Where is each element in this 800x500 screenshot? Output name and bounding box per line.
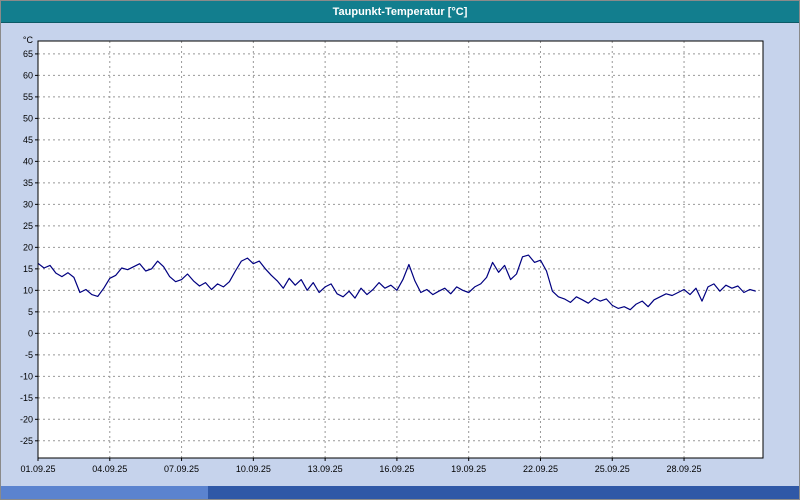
y-tick-label: 55 (23, 92, 33, 102)
x-tick-label: 04.09.25 (92, 464, 127, 474)
x-tick-label: 01.09.25 (20, 464, 55, 474)
x-tick-label: 22.09.25 (523, 464, 558, 474)
x-tick-label: 10.09.25 (236, 464, 271, 474)
x-tick-label: 07.09.25 (164, 464, 199, 474)
x-tick-label: 13.09.25 (308, 464, 343, 474)
x-tick-label: 19.09.25 (451, 464, 486, 474)
dewpoint-line-chart: 65605550454035302520151050-5-10-15-20-25… (20, 35, 764, 474)
y-tick-label: 50 (23, 113, 33, 123)
y-tick-label: -15 (20, 393, 33, 403)
y-tick-label: -25 (20, 436, 33, 446)
y-tick-label: 5 (28, 307, 33, 317)
plot-border (37, 40, 764, 459)
y-tick-label: 35 (23, 178, 33, 188)
y-tick-label: 25 (23, 221, 33, 231)
plot-area (37, 40, 764, 459)
chart-area: 65 60 55 50 45 40 35 30 25 20 15 10 5 0 -5 -10 -15 -20 -25… (1, 23, 799, 485)
chart-title: Taupunkt-Temperatur [°C] (332, 5, 468, 18)
y-tick-label: 30 (23, 199, 33, 209)
data-line-taupunkt-temperatur (37, 254, 756, 311)
bottom-bar-segment[interactable] (1, 486, 209, 499)
x-tick-label: 16.09.25 (379, 464, 414, 474)
y-tick-label: 65 (23, 49, 33, 59)
x-tick-label: 28.09.25 (667, 464, 702, 474)
y-tick-label: 20 (23, 242, 33, 252)
y-tick-label: 40 (23, 156, 33, 166)
y-tick-label: 45 (23, 135, 33, 145)
y-tick-label: 60 (23, 70, 33, 80)
y-tick-label: 10 (23, 285, 33, 295)
y-tick-label: -5 (25, 350, 33, 360)
y-tick-label: 0 (28, 328, 33, 338)
chart-title-bar: Taupunkt-Temperatur [°C] (1, 1, 799, 23)
y-axis-unit-label: °C (23, 35, 34, 45)
y-tick-label: 15 (23, 264, 33, 274)
y-tick-label: -20 (20, 414, 33, 424)
x-tick-label: 25.09.25 (595, 464, 630, 474)
y-tick-label: -10 (20, 371, 33, 381)
bottom-status-bar[interactable] (1, 486, 799, 499)
